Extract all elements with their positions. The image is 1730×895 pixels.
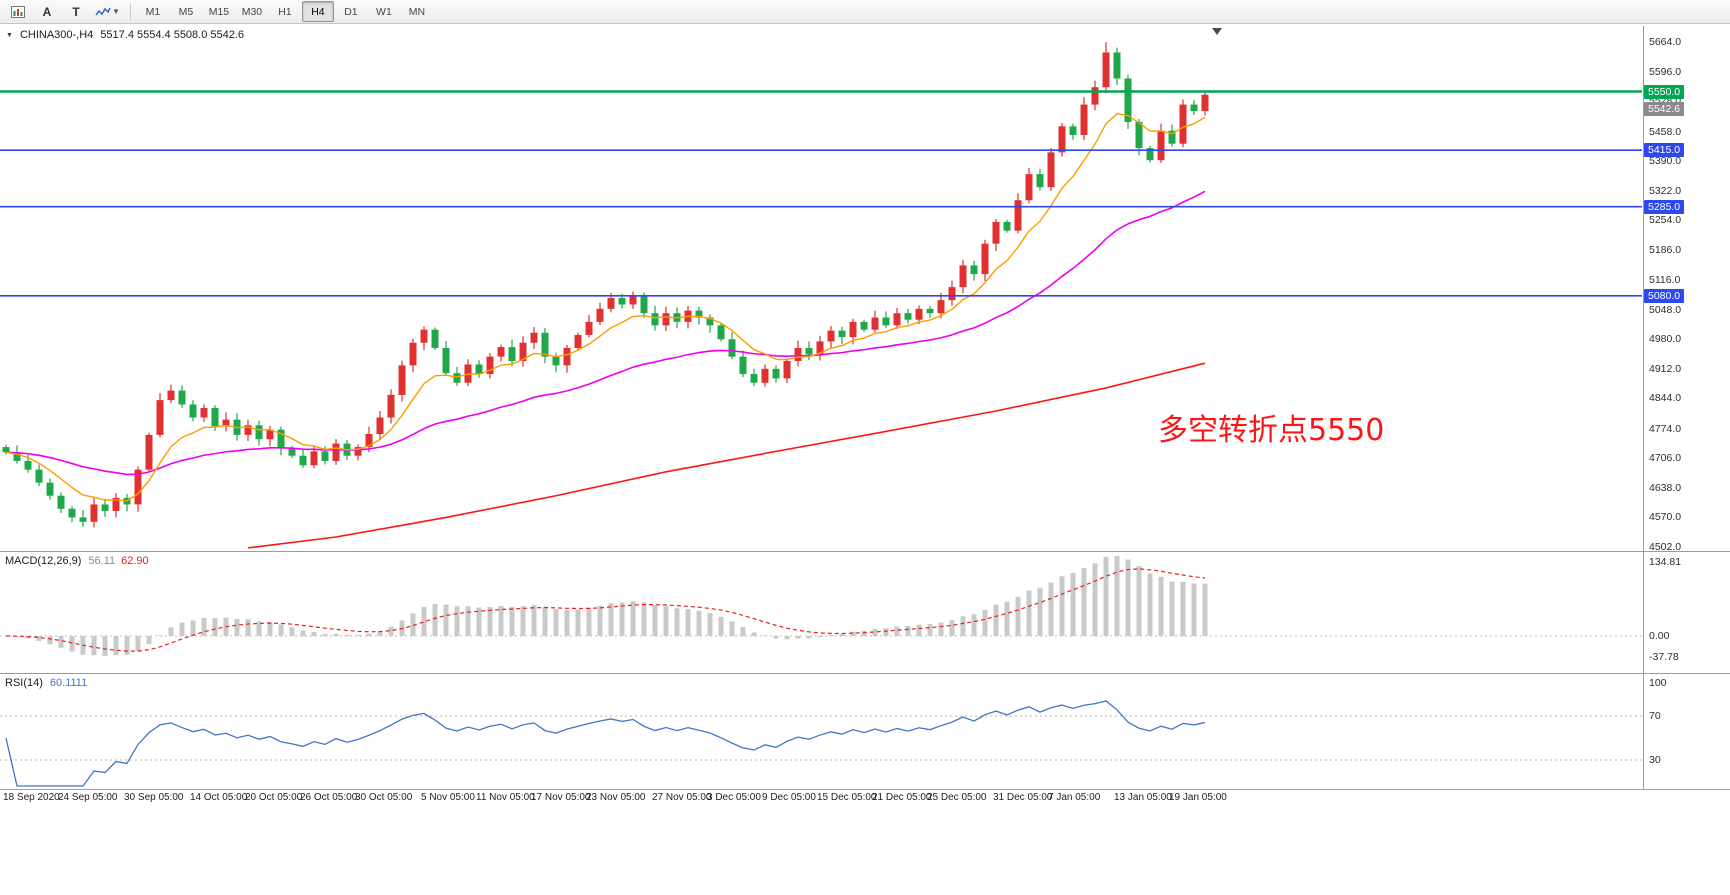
price-chart-canvas[interactable] xyxy=(0,26,1730,551)
timeframe-group: M1 M5 M15 M30 H1 H4 D1 W1 MN xyxy=(137,1,433,22)
symbol-ohlc-values: 5517.4 5554.4 5508.0 5542.6 xyxy=(100,29,245,41)
time-axis-label: 24 Sep 05:00 xyxy=(58,792,118,803)
price-axis-tick: 4844.0 xyxy=(1649,392,1682,405)
rsi-axis-tick: 30 xyxy=(1649,754,1661,766)
time-axis-label: 31 Dec 05:00 xyxy=(993,792,1053,803)
price-axis-tick: 4570.0 xyxy=(1649,511,1682,524)
time-axis-label: 5 Nov 05:00 xyxy=(421,792,475,803)
macd-main-value: 56.11 xyxy=(88,555,116,567)
price-axis-tick: 5458.0 xyxy=(1649,125,1682,138)
timeframe-mn-button[interactable]: MN xyxy=(408,5,426,18)
time-axis-label: 3 Dec 05:00 xyxy=(707,792,761,803)
price-axis-tick: 5116.0 xyxy=(1649,274,1681,287)
time-axis-label: 27 Nov 05:00 xyxy=(652,792,712,803)
macd-name: MACD(12,26,9) xyxy=(5,555,82,567)
text-label-t-button[interactable]: T xyxy=(72,4,80,19)
panel-separator[interactable] xyxy=(0,551,1730,552)
rsi-panel-canvas[interactable] xyxy=(0,674,1730,789)
timeframe-m30-button[interactable]: M30 xyxy=(241,5,263,18)
text-label-a-button[interactable]: A xyxy=(42,4,52,19)
toolbar-separator xyxy=(129,3,131,20)
rsi-name: RSI(14) xyxy=(5,677,43,689)
indicators-button[interactable]: ▼ xyxy=(91,1,124,22)
time-axis-label: 21 Dec 05:00 xyxy=(872,792,932,803)
timeframe-m1-button[interactable]: M1 xyxy=(145,5,161,18)
macd-signal-value: 62.90 xyxy=(121,555,149,567)
time-axis-label: 26 Oct 05:00 xyxy=(300,792,358,803)
time-axis-label: 9 Dec 05:00 xyxy=(762,792,816,803)
price-axis-tick: 5186.0 xyxy=(1649,243,1682,256)
hline-price-label: 5550.0 xyxy=(1644,84,1685,99)
time-axis-label: 17 Nov 05:00 xyxy=(531,792,591,803)
time-axis-label: 15 Dec 05:00 xyxy=(817,792,877,803)
price-axis-tick: 5254.0 xyxy=(1649,214,1682,227)
price-axis-tick: 4980.0 xyxy=(1649,333,1682,346)
time-axis-label: 20 Oct 05:00 xyxy=(245,792,303,803)
time-axis[interactable]: 18 Sep 2020 24 Sep 05:00 30 Sep 05:00 14 Oc… xyxy=(0,792,1730,808)
time-axis-separator xyxy=(0,789,1730,790)
timeframe-d1-button[interactable]: D1 xyxy=(344,5,358,18)
price-axis-tick: 5664.0 xyxy=(1649,36,1682,48)
chart-window-icon-glyph xyxy=(11,5,25,18)
symbol-dropdown-icon[interactable]: ▼ xyxy=(6,31,13,39)
hline-price-label: 5080.0 xyxy=(1644,288,1685,303)
macd-panel-canvas[interactable] xyxy=(0,552,1730,673)
price-axis-tick: 4638.0 xyxy=(1649,481,1682,494)
macd-axis-tick: 134.81 xyxy=(1649,555,1682,568)
price-axis-tick: 5390.0 xyxy=(1649,155,1682,168)
time-axis-label: 18 Sep 2020 xyxy=(3,792,60,803)
symbol-info: ▼ CHINA300-,H4 5517.4 5554.4 5508.0 5542… xyxy=(6,29,244,41)
timeframe-m5-button[interactable]: M5 xyxy=(178,5,194,18)
time-axis-label: 30 Oct 05:00 xyxy=(355,792,413,803)
time-axis-label: 19 Jan 05:00 xyxy=(1169,792,1227,803)
time-axis-label: 23 Nov 05:00 xyxy=(586,792,646,803)
timeframe-w1-button[interactable]: W1 xyxy=(376,5,392,18)
chart-text-annotation[interactable]: 多空转折点5550 xyxy=(1158,413,1385,448)
rsi-axis-tick: 100 xyxy=(1649,677,1667,689)
price-axis-tick: 4706.0 xyxy=(1649,452,1682,465)
time-axis-label: 7 Jan 05:00 xyxy=(1048,792,1101,803)
price-axis-tick: 5322.0 xyxy=(1649,184,1682,197)
hline-price-label: 5415.0 xyxy=(1644,143,1685,158)
chart-window-icon[interactable] xyxy=(4,1,32,22)
rsi-axis-tick: 70 xyxy=(1649,710,1661,722)
timeframe-h1-button[interactable]: H1 xyxy=(278,5,292,18)
time-axis-label: 30 Sep 05:00 xyxy=(124,792,184,803)
price-axis-tick: 4502.0 xyxy=(1649,541,1682,553)
chart-shift-marker-icon[interactable] xyxy=(1212,28,1222,35)
time-axis-label: 13 Jan 05:00 xyxy=(1114,792,1172,803)
time-axis-label: 25 Dec 05:00 xyxy=(927,792,987,803)
timeframe-h4-button[interactable]: H4 xyxy=(301,1,334,22)
time-axis-label: 11 Nov 05:00 xyxy=(476,792,535,803)
price-axis-tick: 4774.0 xyxy=(1649,422,1682,435)
price-axis-tick: 5596.0 xyxy=(1649,65,1682,78)
price-axis-line xyxy=(1643,26,1644,790)
macd-indicator-label: MACD(12,26,9) 56.11 62.90 xyxy=(5,555,149,567)
macd-axis-tick: 0.00 xyxy=(1649,630,1670,642)
toolbar: A T ▼ M1 M5 M15 M30 H1 H4 D1 W1 MN xyxy=(0,0,1730,24)
price-axis-tick: 4912.0 xyxy=(1649,362,1682,375)
rsi-value: 60.1111 xyxy=(49,677,88,689)
price-axis-tick: 5048.0 xyxy=(1649,303,1682,316)
panel-separator[interactable] xyxy=(0,673,1730,674)
dropdown-caret-icon: ▼ xyxy=(112,7,120,16)
rsi-indicator-label: RSI(14) 60.1111 xyxy=(5,677,87,689)
time-axis-label: 14 Oct 05:00 xyxy=(190,792,248,803)
timeframe-m15-button[interactable]: M15 xyxy=(208,5,230,18)
hline-price-label: 5285.0 xyxy=(1644,199,1685,214)
current-price-label: 5542.6 xyxy=(1644,101,1685,116)
symbol-name: CHINA300-,H4 xyxy=(19,29,94,41)
indicators-icon xyxy=(95,7,111,15)
macd-axis-tick: -37.78 xyxy=(1649,650,1679,663)
